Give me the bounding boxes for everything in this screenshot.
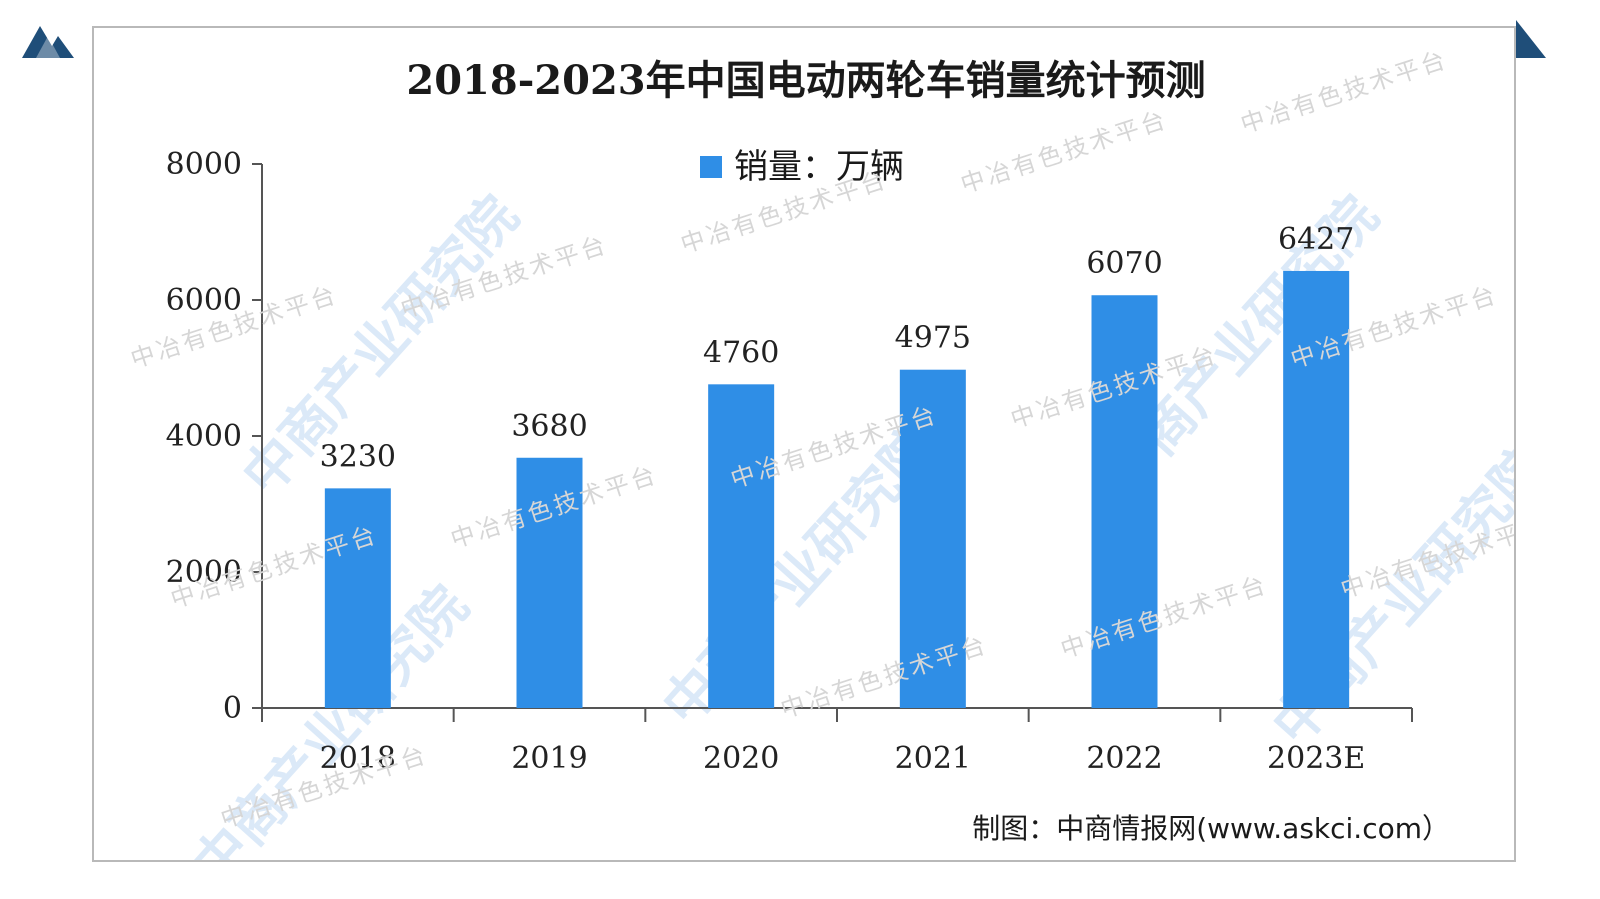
legend-label: 销量：万辆 xyxy=(734,147,904,187)
bar-2021 xyxy=(899,369,966,708)
data-label-2021: 4975 xyxy=(895,321,971,356)
data-label-2023E: 6427 xyxy=(1278,222,1354,257)
x-tick-label-2020: 2020 xyxy=(703,741,779,776)
y-tick-label: 6000 xyxy=(166,283,242,318)
y-tick-label: 0 xyxy=(223,691,242,726)
bar-2022 xyxy=(1091,295,1158,708)
bars xyxy=(324,270,1350,708)
data-label-2020: 4760 xyxy=(703,335,779,370)
watermark-faint: 中冶有色技术平台 xyxy=(1057,570,1271,663)
x-tick-label-2023E: 2023E xyxy=(1267,741,1365,776)
chart-frame: 中商产业研究院 中商产业研究院 中商产业研究院 中商产业研究院 中商产业研究院 2018… xyxy=(92,26,1516,862)
chart-title: 2018-2023年中国电动两轮车销量统计预测 xyxy=(406,57,1205,104)
bar-2023E xyxy=(1283,270,1350,708)
source-note: 制图：中商情报网(www.askci.com） xyxy=(972,812,1450,845)
legend: 销量：万辆 xyxy=(700,147,904,187)
logo-mountain-icon xyxy=(22,20,74,60)
bar-2019 xyxy=(516,457,583,708)
x-tick-label-2022: 2022 xyxy=(1086,741,1162,776)
y-tick-label: 4000 xyxy=(166,419,242,454)
watermark-faint: 中冶有色技术平台 xyxy=(1237,45,1451,138)
y-tick-label: 8000 xyxy=(166,147,242,182)
bar-2018 xyxy=(324,488,391,708)
bar-2020 xyxy=(708,384,775,708)
data-label-2018: 3230 xyxy=(320,439,396,474)
x-tick-label-2021: 2021 xyxy=(895,741,971,776)
logo-corner-icon xyxy=(1516,18,1546,60)
x-tick-label-2018: 2018 xyxy=(320,741,396,776)
data-label-2022: 6070 xyxy=(1086,246,1162,281)
legend-swatch xyxy=(700,156,722,178)
data-labels: 3230 3680 4760 4975 6070 6427 xyxy=(320,222,1355,474)
axes xyxy=(252,163,1413,722)
watermark-faint: 中冶有色技术平台 xyxy=(957,105,1171,198)
y-tick-label: 2000 xyxy=(166,555,242,590)
data-label-2019: 3680 xyxy=(511,409,587,444)
tick-labels: 0 2000 4000 6000 8000 2018 2019 2020 2021 2022 202… xyxy=(166,147,1366,776)
x-tick-label-2019: 2019 xyxy=(511,741,587,776)
